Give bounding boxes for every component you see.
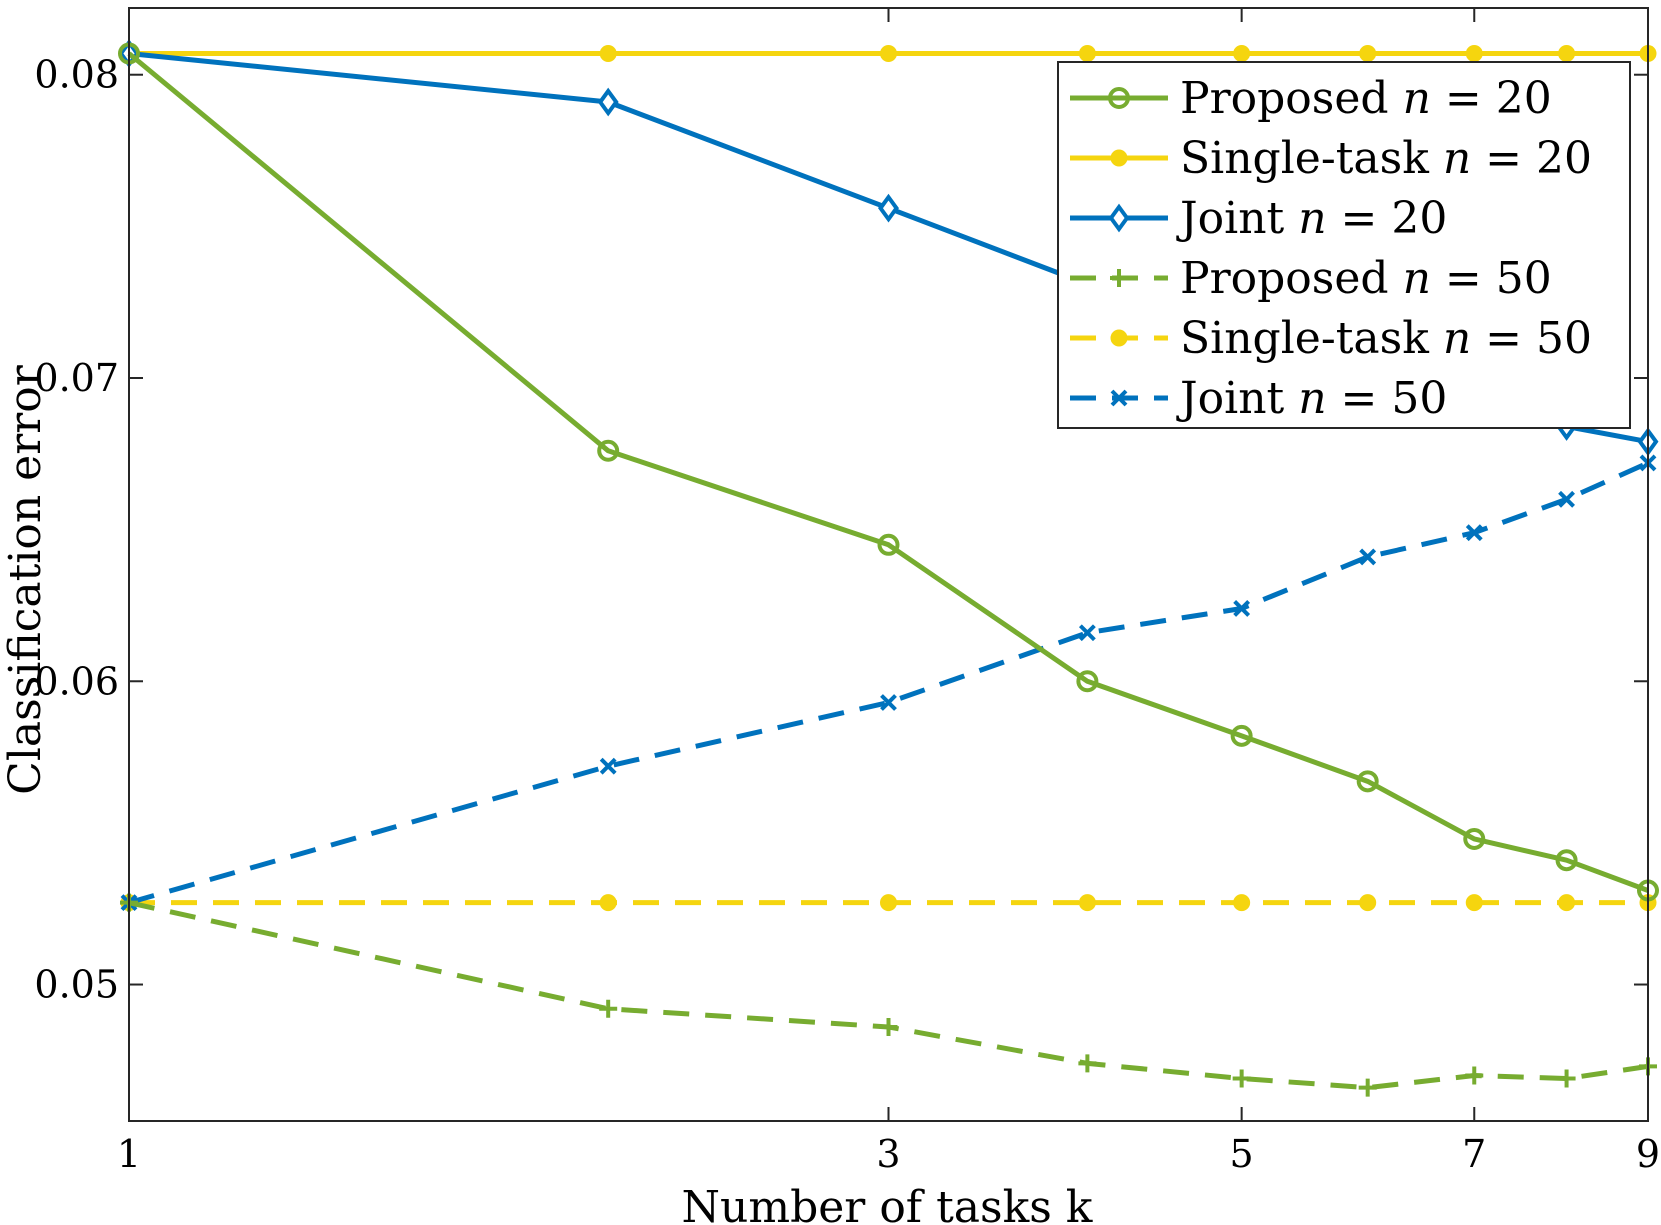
- x-tick-label: 5: [1230, 1132, 1254, 1176]
- data-point: [1356, 770, 1379, 793]
- data-point: [880, 894, 897, 912]
- data-point: [597, 87, 619, 117]
- series-line: [127, 51, 1649, 893]
- data-point: [1558, 490, 1575, 508]
- data-point: [1078, 44, 1096, 62]
- series-4: [120, 893, 1657, 1097]
- y-axis-label: Classification error: [0, 364, 51, 795]
- legend-label: Proposed n = 20: [1180, 73, 1552, 124]
- series-line: [128, 900, 1649, 1091]
- data-point: [1465, 44, 1483, 62]
- legend-marker: [1110, 149, 1128, 167]
- x-axis-label: Number of tasks k: [682, 1182, 1093, 1225]
- series-2: [120, 44, 1657, 62]
- data-point: [1558, 894, 1576, 912]
- legend-entry: Single-task n = 50: [1070, 313, 1592, 364]
- data-point: [1233, 600, 1251, 617]
- data-point: [1230, 724, 1253, 747]
- data-point: [599, 999, 618, 1018]
- data-point: [1078, 894, 1096, 912]
- data-point: [1233, 44, 1251, 62]
- x-tick-label: 9: [1636, 1132, 1660, 1176]
- legend-label: Joint n = 20: [1176, 193, 1447, 244]
- legend-entry: Proposed n = 20: [1070, 73, 1552, 124]
- legend-entry: Proposed n = 50: [1070, 253, 1552, 304]
- series-line: [128, 460, 1650, 906]
- data-point: [1557, 1069, 1576, 1088]
- x-tick-label: 1: [117, 1132, 141, 1176]
- data-point: [878, 193, 899, 223]
- data-point: [1558, 44, 1576, 62]
- y-tick-label: 0.06: [34, 659, 119, 703]
- data-point: [1465, 524, 1483, 542]
- y-tick-label: 0.08: [34, 53, 119, 97]
- series-6: [120, 454, 1657, 912]
- axes: 1 3 5 7 9 0.05 0.06 0.07 0.08: [34, 7, 1660, 1176]
- data-point: [879, 1017, 898, 1036]
- legend-marker: [1108, 203, 1130, 233]
- data-point: [1555, 849, 1578, 872]
- data-point: [599, 894, 617, 912]
- legend-label: Single-task n = 20: [1180, 133, 1592, 184]
- legend-label: Joint n = 50: [1176, 373, 1447, 424]
- data-point: [1232, 1069, 1251, 1088]
- data-point: [880, 44, 897, 62]
- data-point: [1078, 1054, 1097, 1073]
- data-point: [877, 533, 900, 556]
- data-point: [1465, 894, 1483, 912]
- data-point: [1359, 548, 1377, 566]
- legend-marker: [1108, 87, 1130, 109]
- legend-marker: [1110, 329, 1128, 347]
- data-point: [1078, 624, 1096, 642]
- y-tick-label: 0.07: [34, 356, 119, 400]
- data-point: [1233, 894, 1251, 912]
- y-tick-label: 0.05: [34, 963, 119, 1007]
- data-point: [597, 439, 620, 462]
- legend-marker: [1110, 269, 1128, 287]
- series-5: [120, 894, 1657, 912]
- data-point: [1076, 670, 1099, 693]
- data-point: [1358, 1078, 1377, 1097]
- data-point: [1465, 1066, 1484, 1085]
- legend-entry: Single-task n = 20: [1070, 133, 1592, 184]
- legend-marker: [1110, 389, 1128, 407]
- legend-entry: Joint n = 20: [1070, 193, 1447, 244]
- data-point: [880, 694, 897, 711]
- x-tick-label: 3: [876, 1132, 900, 1176]
- data-point: [1463, 827, 1486, 850]
- legend-label: Proposed n = 50: [1180, 253, 1552, 304]
- legend-label: Single-task n = 50: [1180, 313, 1592, 364]
- legend-box: [1057, 61, 1631, 429]
- data-point: [1359, 44, 1377, 62]
- data-point: [599, 44, 617, 62]
- x-tick-label: 7: [1462, 1132, 1486, 1176]
- data-point: [1359, 894, 1377, 912]
- legend-entry: Joint n = 50: [1070, 373, 1447, 424]
- data-point: [599, 757, 617, 775]
- legend: Proposed n = 20 Single-task n = 20 Joint n…: [1057, 61, 1631, 429]
